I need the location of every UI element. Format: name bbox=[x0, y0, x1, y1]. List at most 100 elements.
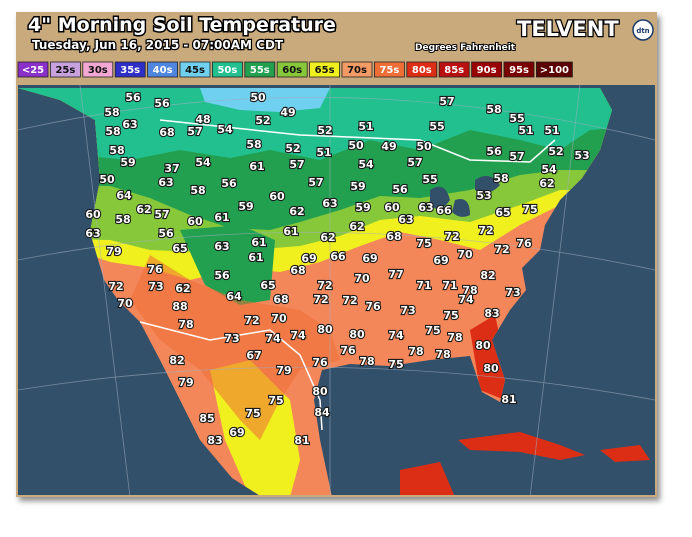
station-reading: 61 bbox=[283, 225, 298, 238]
station-reading: 81 bbox=[501, 393, 516, 406]
station-reading: 58 bbox=[493, 172, 508, 185]
station-reading: 68 bbox=[290, 264, 305, 277]
legend-label: 80s bbox=[412, 65, 432, 76]
station-reading: 62 bbox=[175, 282, 190, 295]
station-reading: 61 bbox=[248, 251, 263, 264]
station-reading: 81 bbox=[294, 434, 309, 447]
station-reading: 48 bbox=[195, 113, 210, 126]
station-reading: 74 bbox=[290, 329, 306, 342]
station-reading: 70 bbox=[354, 272, 370, 285]
station-reading: 65 bbox=[495, 206, 510, 219]
station-reading: 67 bbox=[246, 349, 261, 362]
station-reading: 52 bbox=[548, 145, 563, 158]
station-reading: 78 bbox=[435, 348, 450, 361]
station-reading: 69 bbox=[229, 426, 244, 439]
station-reading: 61 bbox=[249, 160, 264, 173]
station-reading: 76 bbox=[340, 344, 356, 357]
station-reading: 49 bbox=[280, 106, 295, 119]
legend: <25 25s 30s 35s 40s 45s 50s 55s 60s 65s 70s 75s 80s 8… bbox=[17, 61, 573, 78]
station-reading: 55 bbox=[422, 173, 437, 186]
legend-label: 95s bbox=[509, 65, 529, 76]
station-reading: 76 bbox=[147, 263, 163, 276]
station-reading: 76 bbox=[312, 356, 328, 369]
station-reading: 72 bbox=[342, 294, 357, 307]
station-reading: 62 bbox=[289, 205, 304, 218]
station-reading: 62 bbox=[136, 203, 151, 216]
station-reading: 63 bbox=[122, 118, 137, 131]
legend-swatch bbox=[438, 61, 470, 78]
great-lakes bbox=[430, 176, 500, 217]
station-reading: 60 bbox=[384, 201, 400, 214]
station-reading: 69 bbox=[301, 252, 316, 265]
station-reading: 51 bbox=[544, 124, 559, 137]
station-reading: 54 bbox=[217, 123, 233, 136]
station-reading: 66 bbox=[436, 204, 452, 217]
station-reading: 74 bbox=[388, 329, 404, 342]
station-reading: 56 bbox=[392, 183, 408, 196]
station-reading: 53 bbox=[476, 189, 491, 202]
legend-label: 40s bbox=[153, 65, 173, 76]
station-reading: 69 bbox=[362, 252, 377, 265]
station-reading: 58 bbox=[104, 106, 119, 119]
station-reading: 75 bbox=[522, 203, 537, 216]
legend-swatch bbox=[147, 61, 179, 78]
station-reading: 59 bbox=[238, 200, 253, 213]
station-reading: 57 bbox=[407, 156, 422, 169]
station-reading: 72 bbox=[313, 293, 328, 306]
station-reading: 53 bbox=[574, 149, 589, 162]
station-reading: 61 bbox=[214, 211, 229, 224]
station-reading: 56 bbox=[214, 269, 230, 282]
station-reading: 76 bbox=[365, 300, 381, 313]
legend-label: 60s bbox=[282, 65, 302, 76]
legend-swatch bbox=[114, 61, 146, 78]
station-reading: 75 bbox=[416, 237, 431, 250]
graticule bbox=[18, 85, 655, 495]
station-reading: 56 bbox=[125, 91, 141, 104]
station-reading: 60 bbox=[187, 215, 203, 228]
station-reading: 63 bbox=[85, 227, 100, 240]
yucatan bbox=[400, 462, 455, 495]
station-reading: 82 bbox=[169, 354, 184, 367]
legend-swatch bbox=[82, 61, 114, 78]
station-reading: 75 bbox=[245, 407, 260, 420]
legend-swatch bbox=[179, 61, 211, 78]
legend-label: 50s bbox=[217, 65, 237, 76]
legend-label: 75s bbox=[379, 65, 399, 76]
station-reading: 69 bbox=[433, 254, 448, 267]
station-reading: 59 bbox=[120, 156, 135, 169]
station-reading: 63 bbox=[214, 240, 229, 253]
legend-swatch bbox=[244, 61, 276, 78]
station-reading: 54 bbox=[195, 156, 211, 169]
station-reading: 59 bbox=[355, 201, 370, 214]
station-reading: 58 bbox=[109, 144, 124, 157]
station-reading: 55 bbox=[429, 120, 444, 133]
station-reading: 52 bbox=[255, 114, 270, 127]
station-reading: 50 bbox=[348, 139, 364, 152]
station-reading: 70 bbox=[457, 248, 473, 261]
station-reading: 57 bbox=[509, 150, 524, 163]
legend-label: 25s bbox=[55, 65, 75, 76]
brand-badge: dtn bbox=[636, 27, 649, 35]
legend-label: >100 bbox=[540, 65, 569, 76]
station-reading: 66 bbox=[330, 250, 346, 263]
legend-swatch bbox=[17, 61, 49, 78]
station-reading: 63 bbox=[158, 176, 173, 189]
station-reading: 58 bbox=[486, 103, 501, 116]
station-reading: 55 bbox=[509, 112, 524, 125]
legend-label: 35s bbox=[120, 65, 140, 76]
station-reading: 63 bbox=[398, 213, 413, 226]
station-reading: 73 bbox=[400, 304, 415, 317]
station-reading: 75 bbox=[268, 394, 283, 407]
station-reading: 57 bbox=[154, 208, 169, 221]
station-reading: 64 bbox=[116, 189, 132, 202]
station-reading: 63 bbox=[418, 201, 433, 214]
station-reading: 56 bbox=[221, 177, 237, 190]
station-reading: 56 bbox=[154, 97, 170, 110]
station-reading: 80 bbox=[483, 362, 499, 375]
station-reading: 56 bbox=[158, 227, 174, 240]
station-reading: 64 bbox=[226, 290, 242, 303]
brand: TELVENT bbox=[517, 17, 619, 41]
station-reading: 77 bbox=[388, 268, 403, 281]
title: 4" Morning Soil Temperature bbox=[28, 14, 336, 36]
